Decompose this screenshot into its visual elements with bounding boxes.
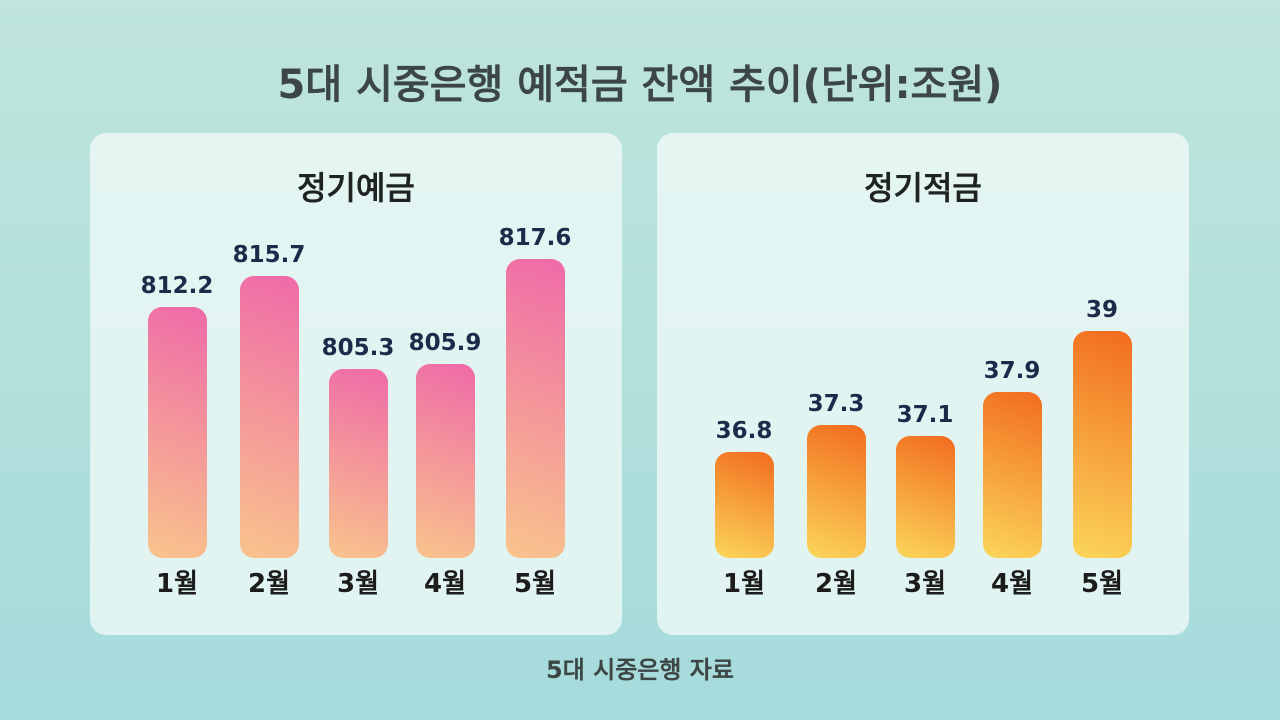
source-note: 5대 시중은행 자료 — [546, 656, 734, 684]
category-label: 1월 — [155, 569, 198, 599]
bar-2월 — [239, 276, 299, 558]
bar-2월 — [806, 424, 866, 558]
category-label: 4월 — [423, 569, 466, 599]
data-label: 39 — [1085, 297, 1118, 324]
category-label: 2월 — [814, 569, 857, 599]
chart-title: 정기예금 — [297, 169, 415, 207]
chart-title: 정기적금 — [864, 169, 982, 207]
bar-4월 — [982, 391, 1042, 558]
category-label: 2월 — [247, 569, 290, 599]
data-label: 37.9 — [983, 357, 1041, 384]
bar-5월 — [505, 258, 565, 558]
data-label: 37.3 — [807, 390, 865, 417]
category-label: 1월 — [722, 569, 765, 599]
bar-3월 — [328, 369, 388, 558]
data-label: 817.6 — [498, 224, 572, 251]
category-label: 3월 — [903, 569, 946, 599]
data-label: 815.7 — [232, 242, 306, 269]
data-label: 805.3 — [321, 335, 395, 362]
data-label: 812.2 — [140, 273, 214, 300]
data-label: 805.9 — [408, 330, 482, 357]
category-label: 5월 — [1080, 569, 1123, 599]
bar-3월 — [895, 435, 955, 558]
data-label: 36.8 — [715, 418, 773, 445]
category-label: 3월 — [336, 569, 379, 599]
bar-4월 — [415, 364, 475, 558]
bar-1월 — [714, 452, 774, 558]
category-label: 5월 — [513, 569, 556, 599]
bar-1월 — [147, 307, 207, 558]
data-label: 37.1 — [896, 401, 954, 428]
savings-chart-panel: 정기적금 36.8 1월 37.3 2월 37.1 3월 37.9 4월 39 5월 — [657, 133, 1189, 635]
deposit-chart-panel: 정기예금 812.2 1월 815.7 2월 805.3 3월 805.9 4월 817.6 5월 — [90, 133, 622, 635]
page-title: 5대 시중은행 예적금 잔액 추이(단위:조원) — [277, 62, 1003, 108]
bar-5월 — [1072, 331, 1132, 558]
category-label: 4월 — [990, 569, 1033, 599]
